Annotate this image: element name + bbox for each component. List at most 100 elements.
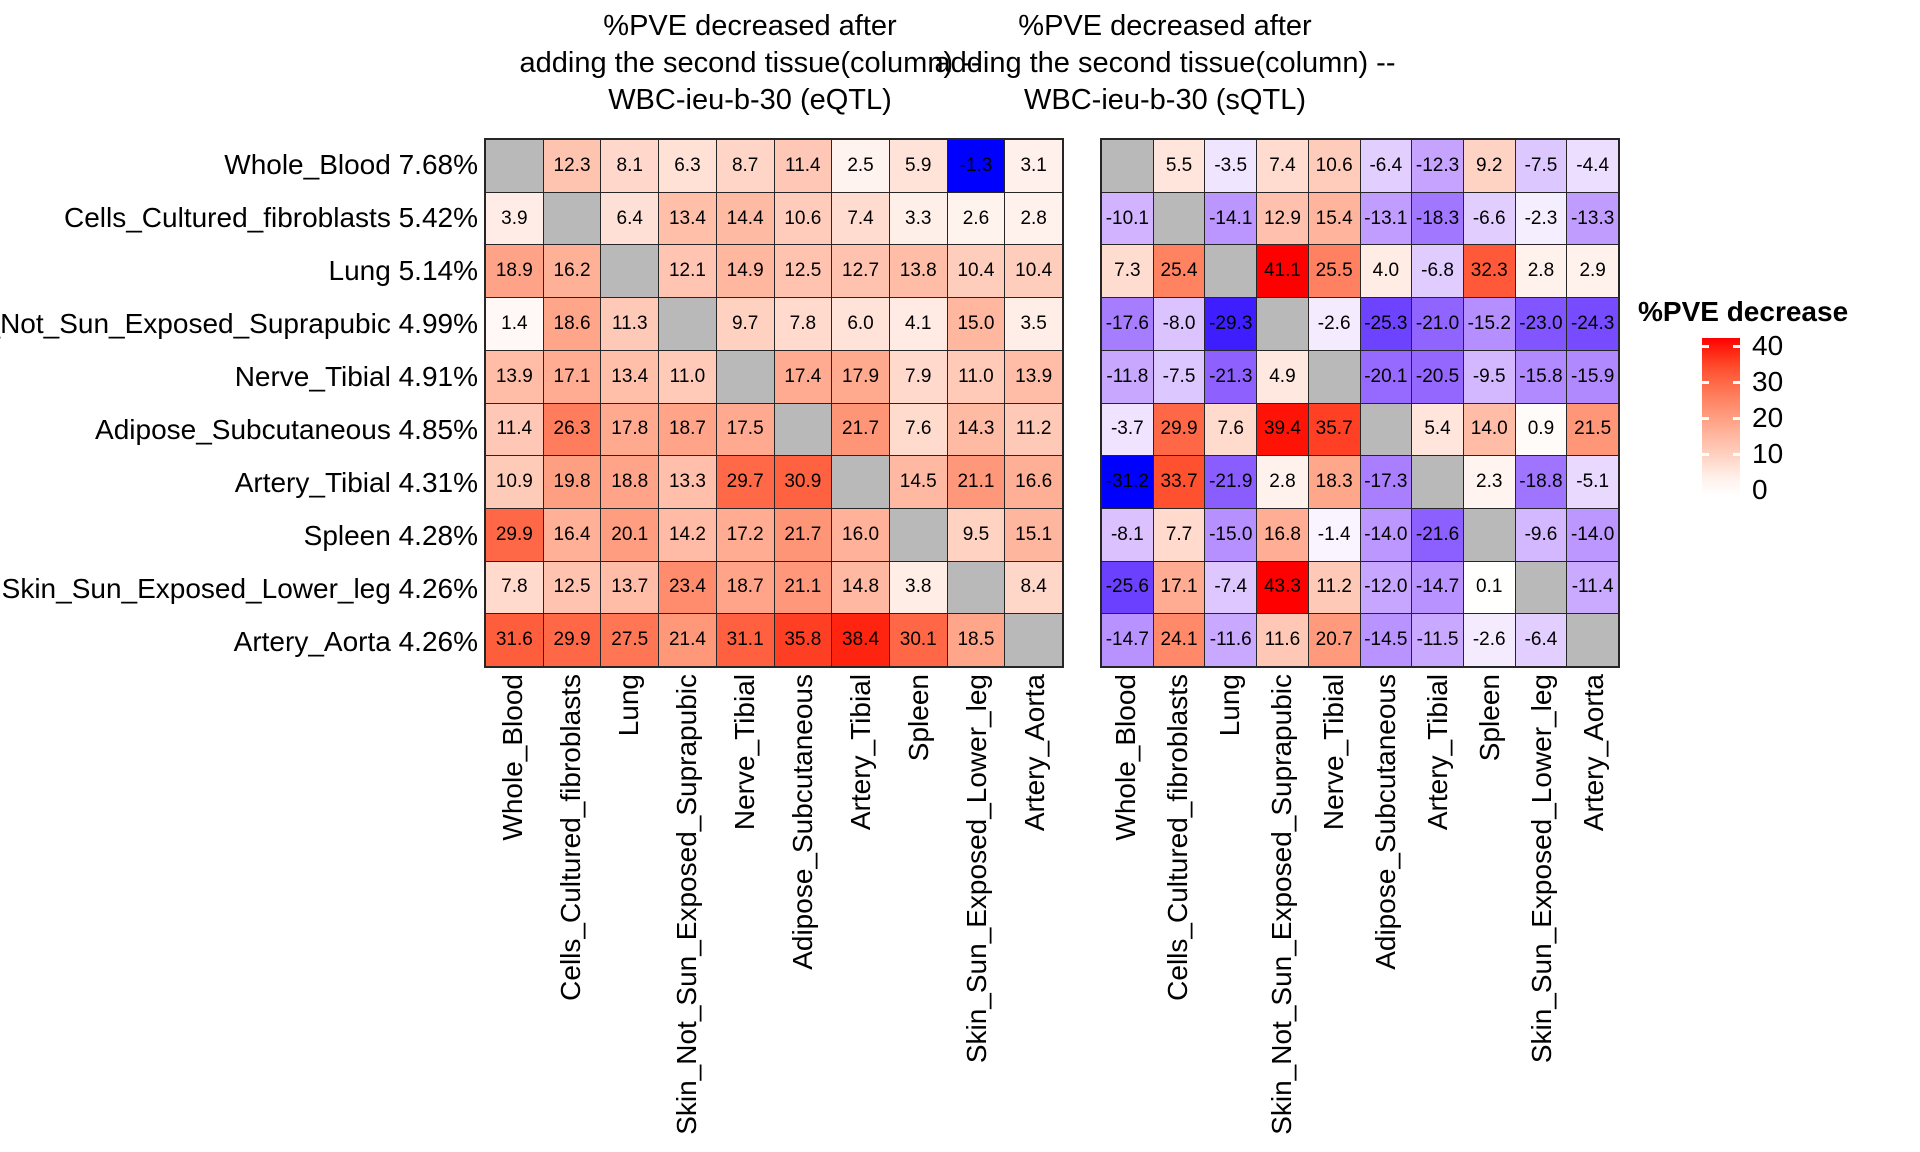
- heatmap-cell: 13.4: [601, 350, 659, 403]
- col-label: Whole_Blood: [1110, 674, 1141, 841]
- heatmap-cell: 7.4: [832, 192, 889, 245]
- legend-tick-mark: [1702, 417, 1709, 420]
- heatmap-cell: 14.0: [1463, 403, 1515, 456]
- heatmap-cell: [832, 456, 889, 508]
- heatmap-cell: 10.4: [1005, 245, 1062, 298]
- heatmap-cell: 15.4: [1308, 192, 1360, 245]
- heatmap-cell: 9.7: [716, 298, 774, 350]
- heatmap-cell: 4.1: [889, 298, 947, 350]
- heatmap-cell: 14.2: [659, 508, 716, 561]
- heatmap-cell: 12.7: [832, 245, 889, 298]
- legend-tick-mark: [1702, 381, 1709, 384]
- heatmap-cell: 15.0: [947, 298, 1005, 350]
- heatmap-cell: 12.3: [543, 140, 601, 192]
- col-label: Skin_Sun_Exposed_Lower_leg: [961, 674, 992, 1064]
- heatmap-cell: -13.3: [1567, 192, 1618, 245]
- heatmap-cell: 12.5: [774, 245, 832, 298]
- heatmap-cell: 17.9: [832, 350, 889, 403]
- heatmap-cell: 3.8: [889, 561, 947, 614]
- heatmap-cell: -12.0: [1360, 561, 1412, 614]
- heatmap-cell: 21.5: [1567, 403, 1618, 456]
- heatmap-cell: 2.9: [1567, 245, 1618, 298]
- col-label: Skin_Not_Sun_Exposed_Suprapubic: [1266, 674, 1297, 1135]
- heatmap-cell: 2.8: [1257, 456, 1308, 508]
- heatmap-cell: [659, 298, 716, 350]
- heatmap-cell: 7.6: [1205, 403, 1257, 456]
- heatmap-cell: 13.8: [889, 245, 947, 298]
- heatmap-cell: -14.5: [1360, 614, 1412, 666]
- heatmap-cell: 13.9: [1005, 350, 1062, 403]
- heatmap-cell: 29.9: [1153, 403, 1205, 456]
- heatmap-cell: 14.4: [716, 192, 774, 245]
- heatmap-cell: [889, 508, 947, 561]
- row-label: Whole_Blood 7.68%: [224, 148, 478, 180]
- heatmap-cell: 12.5: [543, 561, 601, 614]
- heatmap-cell: -11.4: [1567, 561, 1618, 614]
- heatmap-cell: 10.4: [947, 245, 1005, 298]
- heatmap-cell: 27.5: [601, 614, 659, 666]
- heatmap-cell: -2.6: [1308, 298, 1360, 350]
- heatmap-cell: 35.7: [1308, 403, 1360, 456]
- heatmap-cell: -3.7: [1102, 403, 1153, 456]
- heatmap-cell: 16.8: [1257, 508, 1308, 561]
- heatmap-cell: 5.5: [1153, 140, 1205, 192]
- heatmap-cell: 5.9: [889, 140, 947, 192]
- heatmap-cell: 41.1: [1257, 245, 1308, 298]
- heatmap-cell: 11.4: [774, 140, 832, 192]
- heatmap-cell: 17.1: [1153, 561, 1205, 614]
- heatmap-cell: [947, 561, 1005, 614]
- heatmap-cell: 10.6: [1308, 140, 1360, 192]
- heatmap-cell: 11.2: [1308, 561, 1360, 614]
- heatmap-cell: -11.8: [1102, 350, 1153, 403]
- heatmap-cell: 31.6: [486, 614, 543, 666]
- heatmap-cell: -17.6: [1102, 298, 1153, 350]
- heatmap-cell: -14.7: [1102, 614, 1153, 666]
- heatmap-cell: 14.8: [832, 561, 889, 614]
- heatmap-cell: 9.2: [1463, 140, 1515, 192]
- legend-tick-mark: [1733, 417, 1740, 420]
- heatmap-cell: 31.1: [716, 614, 774, 666]
- heatmap-cell: 19.8: [543, 456, 601, 508]
- legend-tick-label: 40: [1752, 330, 1784, 361]
- heatmap-cell: -7.5: [1153, 350, 1205, 403]
- row-label: Skin_Not_Sun_Exposed_Suprapubic 4.99%: [0, 307, 478, 339]
- heatmap-cell: 3.1: [1005, 140, 1062, 192]
- heatmap-cell: 23.4: [659, 561, 716, 614]
- row-label: Adipose_Subcutaneous 4.85%: [95, 413, 478, 445]
- heatmap-cell: -15.9: [1567, 350, 1618, 403]
- row-label: Artery_Aorta 4.26%: [233, 625, 478, 657]
- heatmap-cell: -15.0: [1205, 508, 1257, 561]
- col-label: Whole_Blood: [497, 674, 528, 841]
- heatmap-cell: 2.8: [1515, 245, 1567, 298]
- heatmap-cell: 3.3: [889, 192, 947, 245]
- col-label: Nerve_Tibial: [1318, 674, 1349, 831]
- heatmap-cell: 29.9: [486, 508, 543, 561]
- heatmap-cell: 8.1: [601, 140, 659, 192]
- heatmap-cell: 12.9: [1257, 192, 1308, 245]
- heatmap-cell: 6.4: [601, 192, 659, 245]
- heatmap-cell: -14.1: [1205, 192, 1257, 245]
- heatmap-cell: -21.3: [1205, 350, 1257, 403]
- heatmap-cell: -18.3: [1412, 192, 1463, 245]
- heatmap-cell: 21.1: [774, 561, 832, 614]
- legend-tick-mark: [1733, 345, 1740, 348]
- heatmap-cell: 2.8: [1005, 192, 1062, 245]
- heatmap-cell: -2.3: [1515, 192, 1567, 245]
- heatmap-cell: 0.9: [1515, 403, 1567, 456]
- heatmap-cell: 11.0: [947, 350, 1005, 403]
- heatmap-cell: [1205, 245, 1257, 298]
- heatmap-cell: -25.3: [1360, 298, 1412, 350]
- heatmap-cell: -21.0: [1412, 298, 1463, 350]
- heatmap-cell: 9.5: [947, 508, 1005, 561]
- heatmap-cell: -15.8: [1515, 350, 1567, 403]
- heatmap-cell: 6.3: [659, 140, 716, 192]
- heatmap-cell: 8.7: [716, 140, 774, 192]
- row-label: Cells_Cultured_fibroblasts 5.42%: [64, 201, 478, 233]
- heatmap-cell: -11.6: [1205, 614, 1257, 666]
- heatmap-cell: [1463, 508, 1515, 561]
- heatmap-cell: 14.5: [889, 456, 947, 508]
- legend-tick-mark: [1733, 453, 1740, 456]
- heatmap-sqtl: 5.5 -3.5 7.4 10.6 -6.4 -12.3 9.2 -7.5 -4.4 -10.1-…: [1100, 138, 1620, 668]
- heatmap-cell: 30.9: [774, 456, 832, 508]
- heatmap-cell: 11.4: [486, 403, 543, 456]
